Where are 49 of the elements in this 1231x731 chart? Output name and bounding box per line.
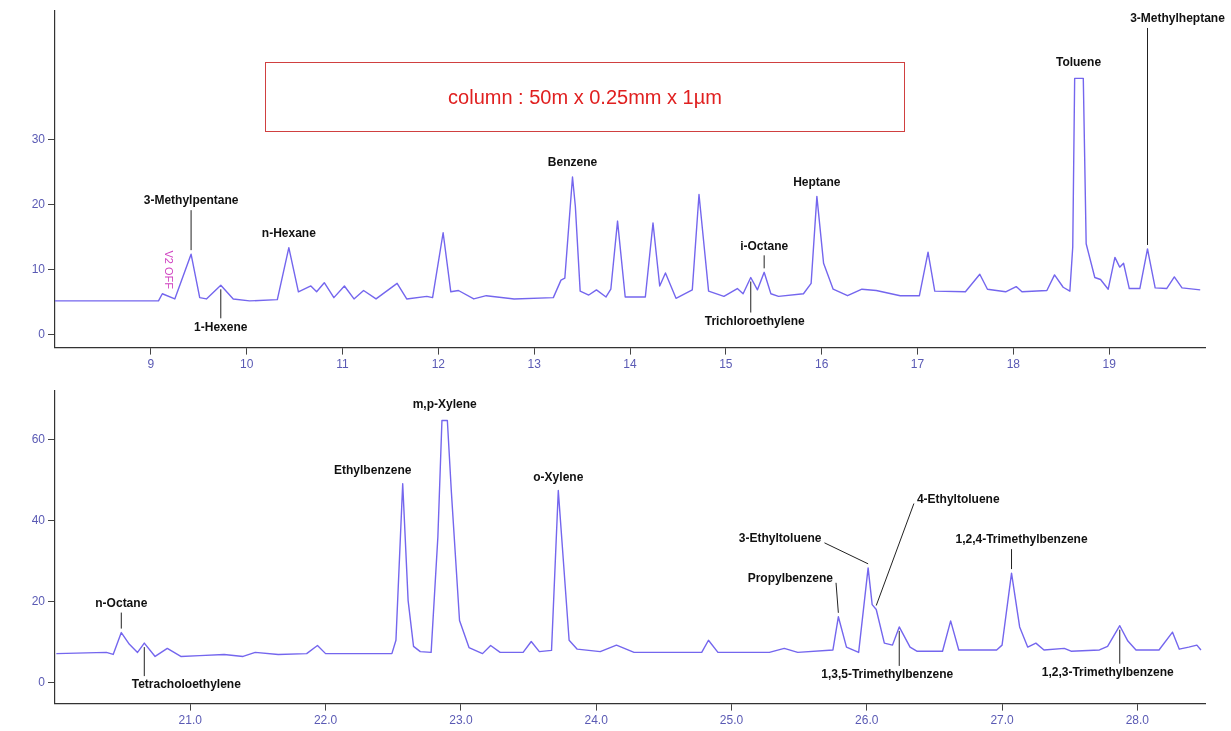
x-tick-label: 19 [1102,357,1117,372]
y-tick-label: 0 [38,674,46,689]
y-tick-label: 30 [31,132,46,147]
y-tick-label: 40 [31,512,46,527]
annotation: i-Octane [740,238,789,253]
annotation: 1,3,5-Trimethylbenzene [821,667,954,682]
x-tick-label: 10 [239,357,254,372]
annotation: Benzene [547,155,598,170]
x-tick-label: 9 [147,357,155,372]
x-tick-label: 16 [814,357,829,372]
annotation: Trichloroethylene [704,313,806,328]
x-tick-label: 25.0 [719,713,744,728]
annotation: 1,2,4-Trimethylbenzene [955,532,1088,547]
annotation: 4-Ethyltoluene [916,491,1000,506]
y-tick-label: 0 [38,326,46,341]
annotation: 3-Methylpentane [143,193,239,208]
annotation: 3-Methylheptane [1130,11,1226,26]
annotation: n-Hexane [261,225,317,240]
annotation: m,p-Xylene [412,396,477,411]
y-tick-label: 10 [31,262,46,277]
annotation: V2 OFF [163,250,176,290]
x-tick-label: 18 [1006,357,1021,372]
annotation: column : 50m x 0.25mm x 1µm [265,62,905,132]
annotation: Toluene [1055,54,1102,69]
annotation: n-Octane [95,595,148,610]
x-tick-label: 24.0 [584,713,609,728]
x-tick-label: 26.0 [855,713,879,728]
annotation: o-Xylene [533,469,584,484]
y-tick-label: 60 [31,431,46,446]
x-tick-label: 13 [527,357,542,372]
annotation: Heptane [793,174,841,189]
y-tick-label: 20 [31,593,46,608]
x-tick-label: 21.0 [178,713,203,728]
x-tick-label: 15 [719,357,733,372]
x-tick-label: 23.0 [449,713,473,728]
x-tick-label: 27.0 [990,713,1015,728]
annotation: 1,2,3-Trimethylbenzene [1041,665,1175,680]
x-tick-label: 11 [336,357,350,372]
annotation: 1-Hexene [194,319,248,334]
annotation: Ethylbenzene [334,462,412,477]
x-tick-label: 22.0 [313,713,338,728]
x-tick-label: 28.0 [1125,713,1150,728]
x-tick-label: 17 [910,357,925,372]
x-tick-label: 12 [431,357,446,372]
y-tick-label: 20 [31,197,46,212]
annotation: Propylbenzene [747,571,834,586]
annotation: 3-Ethyltoluene [738,531,822,546]
x-tick-label: 14 [623,357,637,372]
annotation: Tetracholoethylene [131,677,242,692]
